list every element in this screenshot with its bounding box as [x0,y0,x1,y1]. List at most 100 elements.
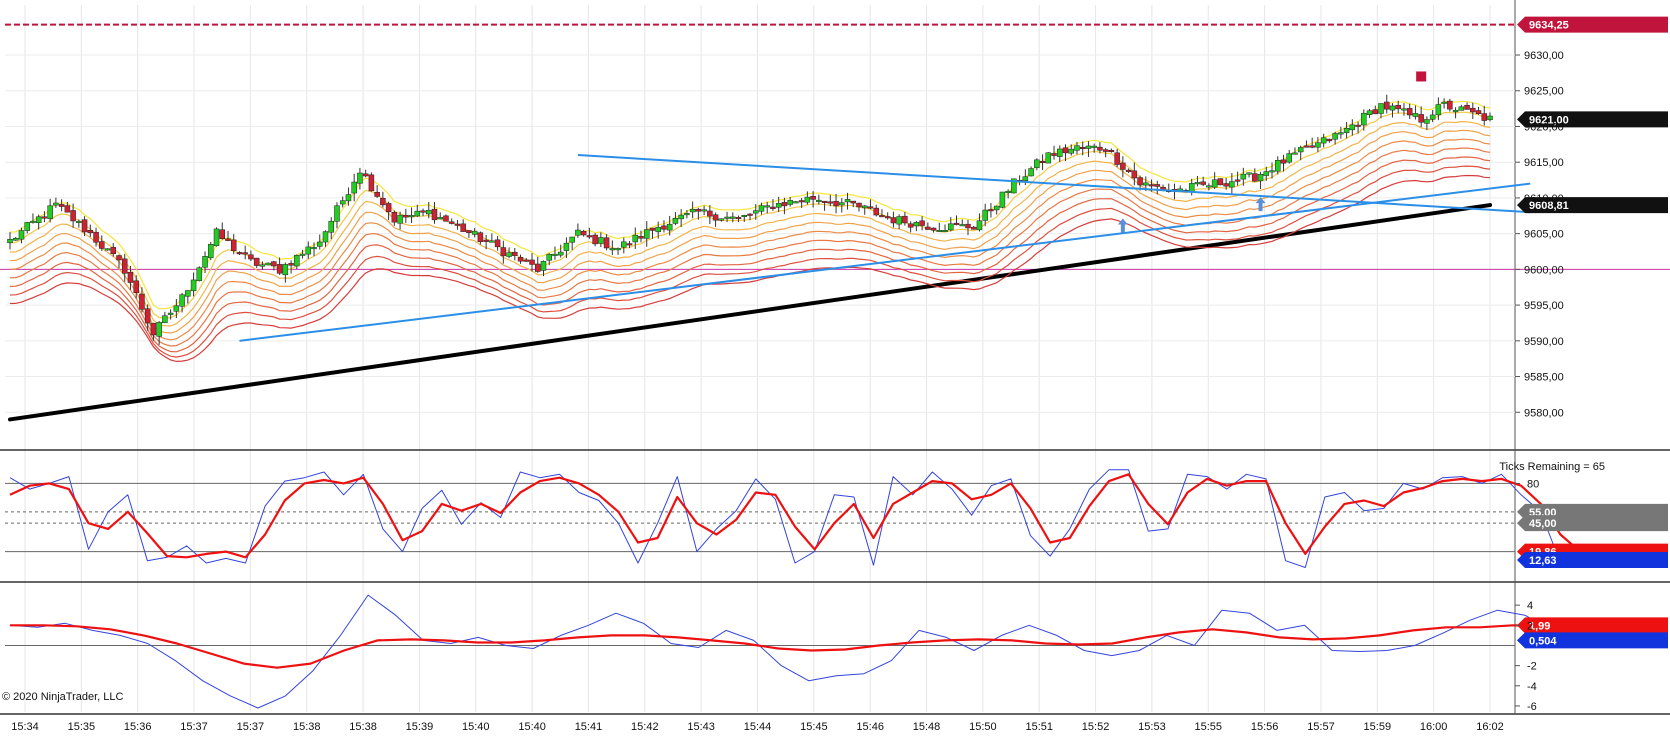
stochastics-d-line[interactable] [9,473,1581,559]
candle-body[interactable] [833,200,839,207]
candle-body[interactable] [930,227,937,231]
candle-body[interactable] [500,247,507,257]
candle-body[interactable] [1143,182,1149,186]
candle-body[interactable] [121,258,128,274]
candle-body[interactable] [861,205,868,209]
candle-body[interactable] [557,251,564,256]
candle-body[interactable] [976,220,983,231]
candle-body[interactable] [770,206,776,210]
candle-body[interactable] [1045,152,1052,164]
candle-body[interactable] [512,251,518,256]
candle-body[interactable] [1320,137,1327,144]
candle-body[interactable] [1366,110,1373,116]
candle-body[interactable] [1131,170,1138,179]
candle-body[interactable] [1022,176,1029,182]
candle-body[interactable] [236,252,243,255]
candle-body[interactable] [1441,101,1447,104]
candle-body[interactable] [1464,105,1470,110]
candle-body[interactable] [282,264,289,276]
candle-body[interactable] [1309,145,1315,148]
candle-body[interactable] [948,223,954,231]
candle-body[interactable] [701,209,707,212]
candle-body[interactable] [1326,138,1333,142]
candle-body[interactable] [1091,145,1097,148]
candle-body[interactable] [621,241,627,248]
candle-body[interactable] [896,216,902,225]
candle-body[interactable] [1263,171,1270,176]
candle-body[interactable] [959,224,965,227]
candle-body[interactable] [575,229,581,236]
candle-body[interactable] [884,216,891,219]
candle-body[interactable] [775,203,782,208]
candle-body[interactable] [408,215,415,218]
candle-body[interactable] [1286,153,1292,163]
candle-body[interactable] [902,215,908,224]
candle-body[interactable] [540,261,547,271]
candle-body[interactable] [678,214,684,220]
candle-body[interactable] [1108,150,1115,153]
candle-body[interactable] [1114,152,1120,165]
candle-body[interactable] [1051,153,1057,156]
candle-body[interactable] [925,226,931,230]
candle-body[interactable] [483,239,489,242]
candle-body[interactable] [1343,128,1350,133]
candle-body[interactable] [684,213,690,216]
candle-body[interactable] [1120,162,1126,170]
candle-body[interactable] [1137,177,1143,186]
candle-body[interactable] [1039,160,1046,163]
candle-body[interactable] [47,205,53,219]
price-pane[interactable]: 9634,25 9621,00 9608,81 [0,16,1670,422]
candle-body[interactable] [609,248,616,251]
candle-body[interactable] [1332,133,1338,140]
candle-body[interactable] [563,242,570,251]
candle-body[interactable] [179,294,185,307]
candle-body[interactable] [1412,113,1419,117]
candle-body[interactable] [1223,183,1229,187]
candle-body[interactable] [116,255,122,261]
candle-body[interactable] [311,247,317,250]
candle-body[interactable] [448,221,455,224]
candle-body[interactable] [265,262,271,266]
candle-body[interactable] [1361,112,1367,126]
candle-body[interactable] [253,257,260,266]
candle-body[interactable] [7,238,13,244]
candle-body[interactable] [110,247,117,254]
candle-body[interactable] [988,209,994,212]
candle-body[interactable] [271,261,277,267]
candle-body[interactable] [873,207,879,216]
candle-body[interactable] [133,280,139,294]
candle-body[interactable] [730,216,736,219]
candle-body[interactable] [798,200,805,203]
candle-body[interactable] [230,239,237,251]
candle-body[interactable] [1206,185,1212,188]
long-ma-line[interactable] [8,203,1492,422]
candle-body[interactable] [890,217,897,224]
candle-body[interactable] [529,259,535,265]
candle-body[interactable] [173,305,180,312]
candle-body[interactable] [403,214,409,218]
candle-body[interactable] [747,213,753,216]
candle-body[interactable] [1418,114,1424,123]
candle-body[interactable] [58,204,65,207]
candle-body[interactable] [414,210,421,217]
macd-signal-badge[interactable]: 1,99 [1517,617,1668,634]
candle-body[interactable] [1102,149,1109,152]
candle-body[interactable] [839,202,845,206]
candle-body[interactable] [517,257,524,262]
candle-body[interactable] [1297,147,1304,153]
candle-body[interactable] [248,254,254,260]
candle-body[interactable] [552,253,558,256]
candle-body[interactable] [1217,178,1224,186]
candle-body[interactable] [793,201,799,204]
candle-body[interactable] [1452,110,1459,113]
candle-body[interactable] [1188,183,1195,193]
candle-body[interactable] [322,231,329,243]
candle-body[interactable] [167,312,174,315]
candle-body[interactable] [850,200,857,204]
candle-body[interactable] [162,315,168,323]
candle-body[interactable] [1292,152,1298,155]
candle-body[interactable] [81,219,88,233]
candle-body[interactable] [1028,168,1034,177]
candle-body[interactable] [294,254,300,267]
candle-body[interactable] [1349,124,1356,131]
